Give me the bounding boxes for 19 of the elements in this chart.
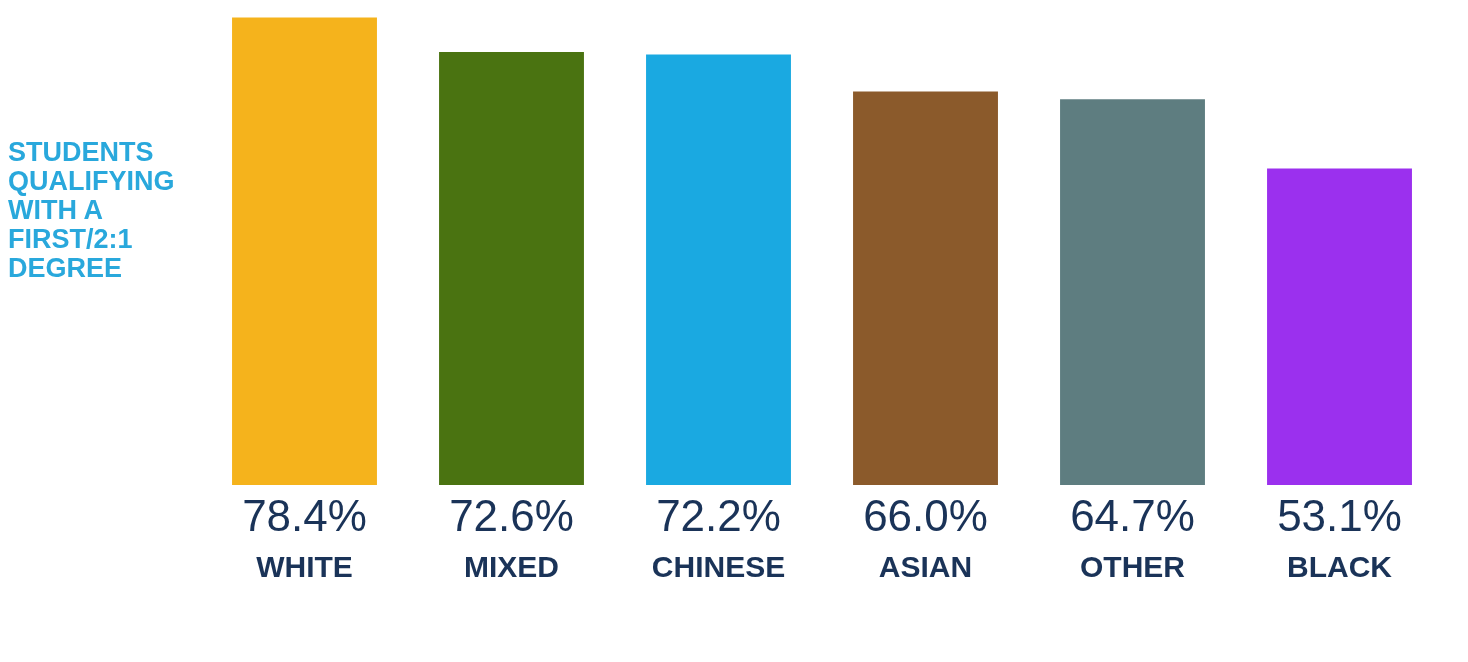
bar [439,52,584,485]
data-label: 78.4% [242,491,367,541]
data-label: 66.0% [863,491,988,541]
x-tick-label: ASIAN [878,550,973,584]
bar [646,54,791,485]
x-tick-label: MIXED [463,550,560,584]
text: STUDENTS QUALIFYING WITH A FIRST/2:1 DEGREE [8,137,176,283]
x-tick-label: BLACK [1287,550,1393,584]
data-label: 53.1% [1277,491,1402,541]
bar [232,17,377,485]
data-label: 64.7% [1070,491,1195,541]
x-tick-label: WHITE [256,550,353,584]
x-tick-label: OTHER [1080,550,1186,584]
bar [1267,168,1412,485]
data-label: 72.6% [449,491,574,541]
x-tick-label: CHINESE [651,550,786,584]
bar [853,91,998,485]
data-label: 72.2% [656,491,781,541]
bar [1060,99,1205,485]
